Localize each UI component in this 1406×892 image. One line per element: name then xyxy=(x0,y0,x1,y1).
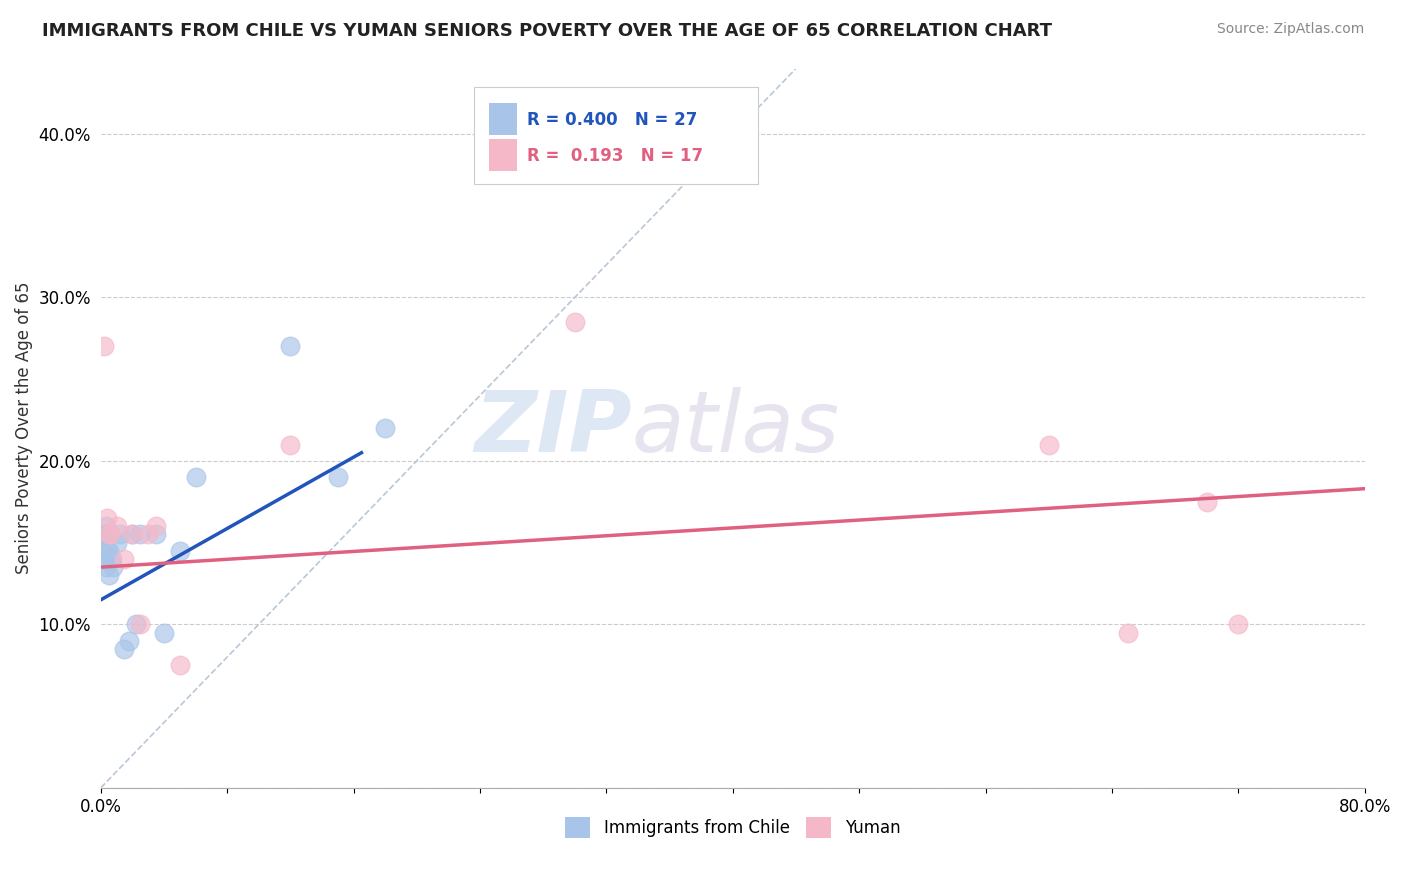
Point xyxy=(1227,617,1250,632)
Point xyxy=(97,543,120,558)
Bar xyxy=(489,139,516,171)
Point xyxy=(105,535,128,549)
Point xyxy=(98,552,121,566)
Point xyxy=(96,511,118,525)
Point xyxy=(280,437,302,451)
Point xyxy=(94,519,117,533)
Point xyxy=(169,543,191,558)
Point xyxy=(136,527,159,541)
Point xyxy=(129,617,152,632)
Point xyxy=(98,527,121,541)
Point xyxy=(326,470,349,484)
Point xyxy=(93,552,115,566)
Y-axis label: Seniors Poverty Over the Age of 65: Seniors Poverty Over the Age of 65 xyxy=(15,282,32,574)
Point xyxy=(114,552,136,566)
Point xyxy=(129,527,152,541)
Point xyxy=(564,315,586,329)
Text: R =  0.193   N = 17: R = 0.193 N = 17 xyxy=(527,146,703,164)
Point xyxy=(94,560,117,574)
Point xyxy=(98,527,121,541)
Point xyxy=(108,527,131,541)
Text: ZIP: ZIP xyxy=(474,386,631,470)
Text: IMMIGRANTS FROM CHILE VS YUMAN SENIORS POVERTY OVER THE AGE OF 65 CORRELATION CH: IMMIGRANTS FROM CHILE VS YUMAN SENIORS P… xyxy=(42,22,1052,40)
Point xyxy=(118,633,141,648)
Point xyxy=(1195,494,1218,508)
Point xyxy=(1038,437,1060,451)
Point xyxy=(96,543,118,558)
Point xyxy=(101,552,124,566)
Point xyxy=(184,470,207,484)
Bar xyxy=(489,103,516,136)
Text: R = 0.400   N = 27: R = 0.400 N = 27 xyxy=(527,111,697,128)
Point xyxy=(374,421,396,435)
Point xyxy=(121,527,143,541)
Point xyxy=(91,543,114,558)
FancyBboxPatch shape xyxy=(474,87,758,184)
Point xyxy=(103,560,125,574)
Point xyxy=(124,617,146,632)
Point xyxy=(1116,625,1139,640)
Point xyxy=(145,519,167,533)
Point xyxy=(97,527,120,541)
Point xyxy=(280,339,302,353)
Point xyxy=(145,527,167,541)
Point xyxy=(105,519,128,533)
Point xyxy=(114,641,136,656)
Legend: Immigrants from Chile, Yuman: Immigrants from Chile, Yuman xyxy=(558,811,907,844)
Point xyxy=(93,527,115,541)
Point xyxy=(97,568,120,582)
Point xyxy=(93,339,115,353)
Text: atlas: atlas xyxy=(631,386,839,470)
Point xyxy=(153,625,176,640)
Point xyxy=(121,527,143,541)
Point xyxy=(169,658,191,673)
Text: Source: ZipAtlas.com: Source: ZipAtlas.com xyxy=(1216,22,1364,37)
Point xyxy=(96,527,118,541)
